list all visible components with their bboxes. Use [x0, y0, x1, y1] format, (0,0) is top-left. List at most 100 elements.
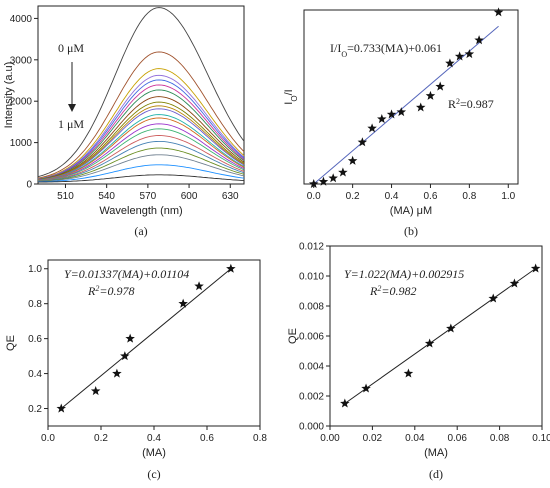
spectrum-series-line — [37, 79, 245, 180]
chart-panel-d: 0.00 0.02 0.04 0.06 0.08 0.10 0.000 0.002 0.004 0… — [287, 242, 550, 482]
fit-r-squared: R2=0.987 — [448, 97, 494, 112]
data-point — [347, 155, 358, 165]
data-point — [308, 179, 319, 189]
data-point — [56, 403, 67, 413]
x-tick-label: 0.8 — [462, 191, 476, 202]
spectrum-series-line — [37, 114, 245, 181]
data-point — [425, 90, 436, 100]
spectrum-series-line — [37, 154, 245, 182]
data-point — [112, 368, 122, 378]
fit-r-squared: R2=0.978 — [87, 284, 134, 299]
annotation-1uM: 1 μM — [58, 117, 84, 131]
spectrum-series-line — [37, 96, 245, 181]
spectrum-series-line — [37, 105, 245, 181]
fit-line — [60, 268, 232, 409]
data-point — [377, 114, 387, 124]
y-tick-label: 0 — [26, 180, 32, 191]
x-tick-label: 0.8 — [253, 433, 267, 444]
chart-panel-b: 0.0 0.2 0.4 0.6 0.8 1.0 (MA) μM IO/I (b) I/IO=0.7… — [283, 7, 519, 238]
data-point — [338, 167, 348, 177]
spectrum-series-line — [38, 174, 245, 183]
data-point — [328, 173, 338, 183]
data-point — [386, 109, 397, 119]
data-point — [488, 293, 498, 303]
x-tick-label: 0.6 — [424, 191, 438, 202]
data-point — [474, 35, 484, 45]
data-point — [509, 278, 520, 288]
concentration-arrow-head — [68, 104, 76, 112]
x-tick-label: 0.0 — [307, 191, 321, 202]
data-point — [424, 338, 435, 348]
data-point — [446, 323, 456, 333]
spectrum-series-line — [37, 7, 245, 178]
y-tick-label: 0.008 — [299, 302, 324, 313]
x-tick-label: 0.06 — [447, 433, 467, 444]
x-tick-label: 0.08 — [490, 433, 510, 444]
panel-sublabel: (b) — [404, 224, 418, 238]
data-point — [226, 263, 236, 273]
panel-sublabel: (a) — [134, 224, 147, 238]
spectrum-series-line — [37, 135, 245, 182]
y-axis-label: QE — [287, 328, 299, 344]
y-tick-label: 0.4 — [28, 369, 42, 380]
data-point — [178, 298, 188, 308]
x-tick-label: 0.2 — [94, 433, 108, 444]
y-tick-label: 0.002 — [299, 392, 324, 403]
spectrum-series-line — [37, 89, 245, 180]
x-tick-label: 510 — [57, 191, 74, 202]
data-point — [464, 49, 475, 59]
x-tick-label: 0.2 — [346, 191, 360, 202]
data-point — [415, 102, 426, 112]
y-tick-label: 0.004 — [299, 362, 324, 373]
chart-panel-c: 0.0 0.2 0.4 0.6 0.8 0.2 0.4 0.6 0.8 1.0 (MA) QE (c) Y… — [5, 259, 267, 481]
y-axis-label: QE — [5, 335, 17, 351]
spectrum-series-line — [37, 51, 245, 179]
y-tick-label: 3000 — [10, 55, 33, 66]
y-tick-label: 1000 — [10, 138, 33, 149]
y-tick-label: 0.6 — [28, 334, 42, 345]
spectrum-series-line — [37, 128, 245, 182]
fit-line — [344, 268, 536, 404]
fit-equation: Y=0.01337(MA)+0.01104 — [64, 267, 189, 281]
data-point — [403, 368, 414, 378]
data-point — [194, 281, 204, 291]
y-tick-label: 2000 — [10, 97, 33, 108]
x-tick-label: 0.00 — [320, 433, 340, 444]
plot-frame — [37, 5, 245, 185]
x-tick-label: 0.10 — [532, 433, 550, 444]
plot-frame — [303, 9, 519, 185]
data-point — [493, 7, 504, 17]
x-tick-label: 0.0 — [41, 433, 55, 444]
y-tick-label: 4000 — [10, 14, 33, 25]
x-tick-label: 0.4 — [147, 433, 161, 444]
y-tick-label: 0.000 — [299, 422, 324, 433]
y-tick-label: 0.2 — [28, 404, 42, 415]
spectrum-series-line — [37, 84, 245, 180]
y-tick-label: 0.006 — [299, 332, 324, 343]
panel-sublabel: (c) — [147, 467, 160, 481]
x-tick-label: 600 — [181, 191, 198, 202]
x-axis-label: (MA) μM — [390, 205, 432, 217]
data-point — [445, 58, 455, 68]
x-axis-label: (MA) — [424, 447, 448, 459]
plot-frame — [47, 259, 261, 427]
spectrum-series-line — [37, 68, 245, 180]
annotation-0uM: 0 μM — [58, 41, 84, 55]
data-point — [530, 263, 541, 273]
fit-r-squared: R2=0.982 — [369, 284, 416, 299]
x-tick-label: 570 — [140, 191, 157, 202]
data-point — [367, 123, 377, 133]
data-point — [361, 383, 371, 393]
spectrum-series-line — [37, 101, 245, 181]
spectrum-series-line — [37, 147, 245, 182]
y-axis-label: IO/I — [283, 89, 299, 104]
x-axis-label: (MA) — [142, 447, 166, 459]
spectrum-series-line — [37, 74, 245, 180]
x-tick-label: 1.0 — [501, 191, 515, 202]
x-tick-label: 540 — [98, 191, 115, 202]
x-tick-label: 630 — [222, 191, 239, 202]
fit-equation: I/IO=0.733(MA)+0.061 — [330, 41, 442, 59]
y-tick-label: 0.010 — [299, 272, 324, 283]
y-tick-label: 0.012 — [299, 242, 324, 253]
